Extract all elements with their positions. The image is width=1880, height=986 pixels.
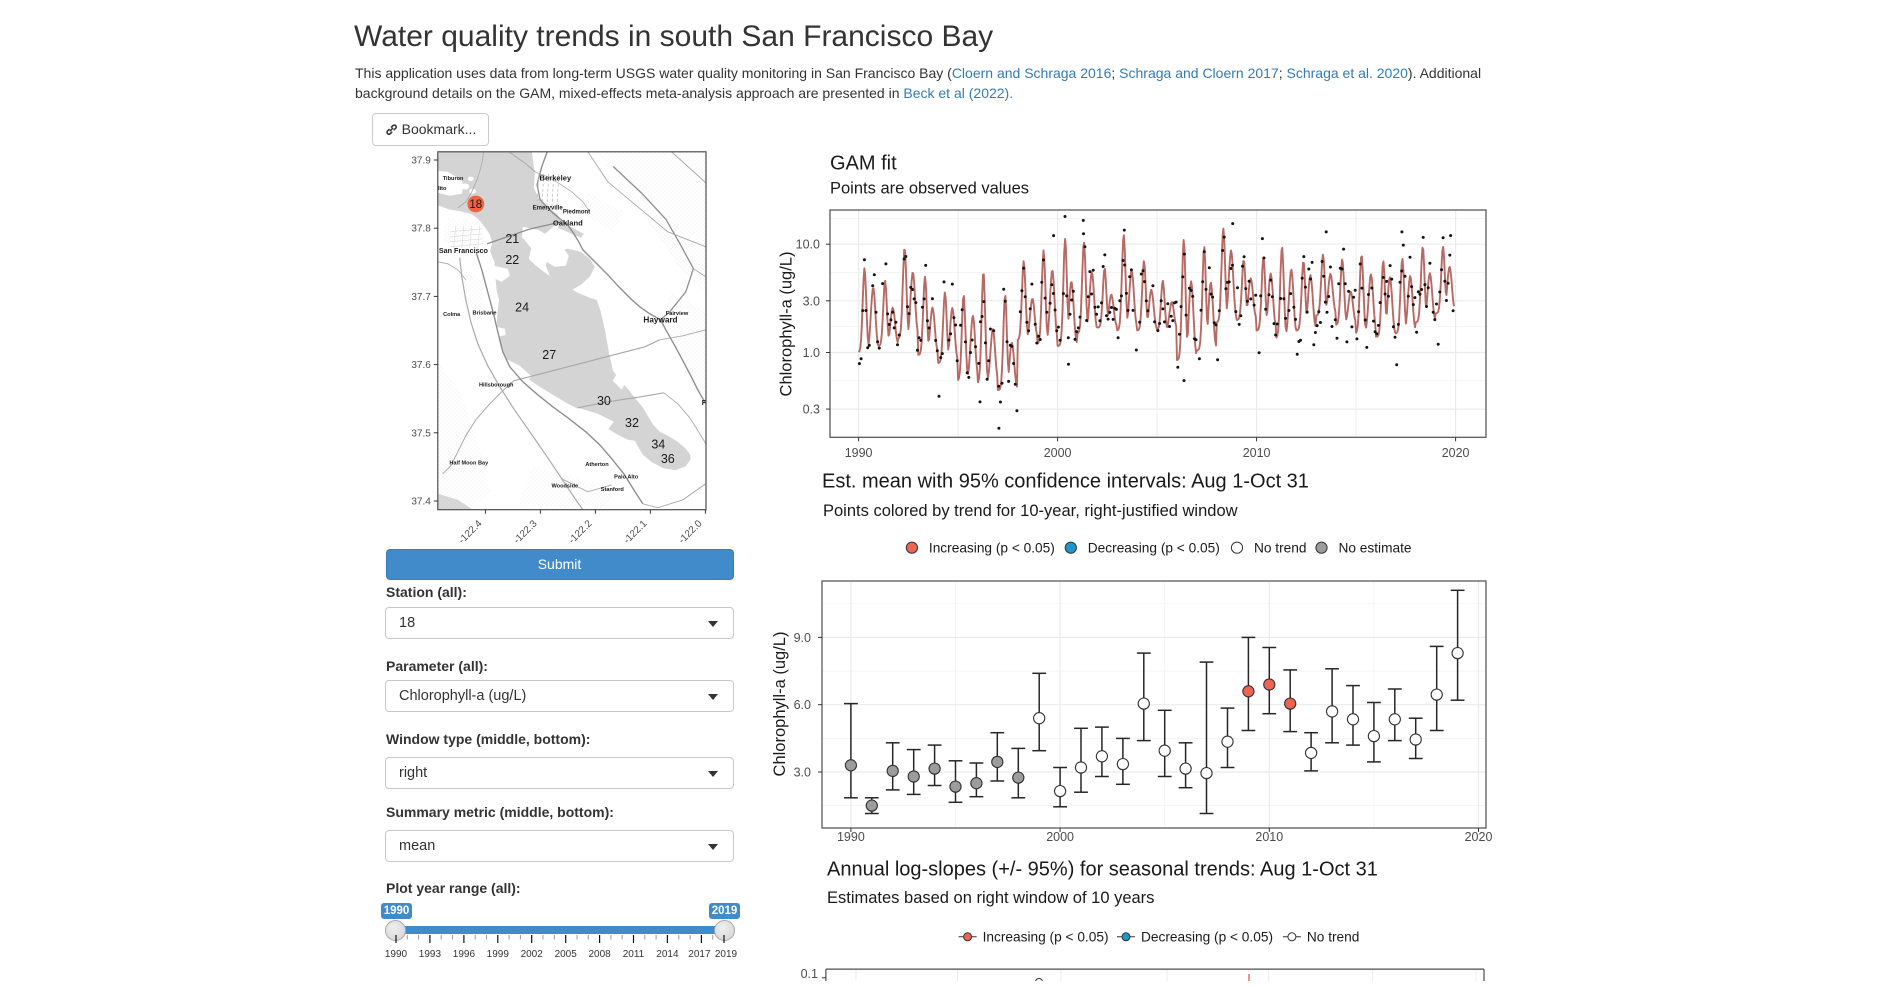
svg-text:No trend: No trend	[1254, 541, 1307, 556]
svg-text:3.0: 3.0	[803, 294, 820, 308]
svg-text:2010: 2010	[1255, 830, 1283, 844]
svg-text:Increasing (p < 0.05): Increasing (p < 0.05)	[929, 541, 1055, 556]
svg-text:-122.4: -122.4	[457, 518, 485, 544]
svg-text:18: 18	[469, 199, 482, 211]
svg-text:Estimates based on right windo: Estimates based on right window of 10 ye…	[827, 889, 1154, 907]
svg-text:Colma: Colma	[443, 312, 461, 318]
svg-text:2008: 2008	[588, 949, 611, 960]
svg-text:Piedmont: Piedmont	[563, 209, 590, 215]
svg-text:9.0: 9.0	[794, 631, 811, 645]
svg-text:Decreasing (p < 0.05): Decreasing (p < 0.05)	[1088, 541, 1220, 556]
svg-text:2000: 2000	[1044, 446, 1072, 460]
svg-text:Decreasing (p < 0.05): Decreasing (p < 0.05)	[1141, 930, 1273, 945]
svg-text:2019: 2019	[715, 949, 738, 960]
svg-text:24: 24	[515, 301, 529, 315]
svg-text:2020: 2020	[1465, 830, 1493, 844]
svg-text:Atherton: Atherton	[585, 462, 609, 468]
svg-text:2010: 2010	[1243, 446, 1271, 460]
svg-text:Stanford: Stanford	[601, 487, 625, 493]
svg-text:37.4: 37.4	[411, 497, 431, 508]
svg-text:1990: 1990	[845, 446, 873, 460]
svg-text:San Francisco: San Francisco	[439, 246, 489, 255]
svg-text:Est. mean with 95% confidence: Est. mean with 95% confidence intervals:…	[822, 471, 1309, 493]
svg-text:alito: alito	[435, 186, 447, 192]
svg-text:37.7: 37.7	[411, 292, 431, 303]
svg-text:No estimate: No estimate	[1339, 541, 1412, 556]
svg-text:Fairview: Fairview	[666, 311, 689, 317]
svg-text:3.0: 3.0	[794, 766, 811, 780]
svg-text:-122.1: -122.1	[622, 518, 650, 544]
svg-text:Brisbane: Brisbane	[473, 310, 497, 316]
svg-text:37.5: 37.5	[411, 428, 431, 439]
svg-text:Increasing (p < 0.05): Increasing (p < 0.05)	[983, 930, 1109, 945]
svg-text:22: 22	[505, 253, 519, 267]
svg-text:27: 27	[542, 348, 556, 362]
svg-text:GAM fit: GAM fit	[830, 153, 897, 175]
svg-text:0.1: 0.1	[801, 967, 818, 981]
svg-text:-122.3: -122.3	[512, 518, 540, 544]
svg-text:Half Moon Bay: Half Moon Bay	[449, 460, 489, 466]
svg-text:21: 21	[505, 232, 519, 246]
svg-text:2011: 2011	[623, 949, 645, 960]
svg-text:Woodside: Woodside	[551, 483, 578, 489]
svg-text:Tiburon: Tiburon	[443, 176, 464, 182]
svg-text:2020: 2020	[1442, 446, 1470, 460]
svg-text:2000: 2000	[1046, 830, 1074, 844]
svg-text:2014: 2014	[656, 949, 679, 960]
svg-text:Points colored by trend for 10: Points colored by trend for 10-year, rig…	[823, 502, 1238, 520]
svg-text:Oakland: Oakland	[553, 218, 583, 227]
svg-text:1.0: 1.0	[803, 346, 820, 360]
svg-text:2017: 2017	[688, 949, 711, 960]
svg-text:1993: 1993	[419, 949, 442, 960]
svg-text:Annual log-slopes (+/- 95%) fo: Annual log-slopes (+/- 95%) for seasonal…	[827, 859, 1378, 881]
svg-text:1990: 1990	[385, 949, 408, 960]
svg-text:1999: 1999	[487, 949, 510, 960]
svg-text:6.0: 6.0	[794, 698, 811, 712]
svg-text:32: 32	[625, 416, 639, 430]
svg-text:30: 30	[597, 394, 611, 408]
svg-text:Chlorophyll-a (ug/L): Chlorophyll-a (ug/L)	[778, 252, 796, 397]
svg-text:2002: 2002	[521, 949, 544, 960]
svg-text:Hayward: Hayward	[643, 315, 677, 324]
svg-text:1996: 1996	[453, 949, 476, 960]
svg-text:0.3: 0.3	[803, 403, 820, 417]
svg-text:1990: 1990	[837, 830, 865, 844]
svg-text:-122.0: -122.0	[677, 518, 705, 544]
svg-text:Berkeley: Berkeley	[540, 173, 572, 182]
svg-text:Fre: Fre	[702, 398, 713, 407]
svg-text:Emeryville: Emeryville	[533, 205, 564, 211]
svg-text:37.8: 37.8	[411, 224, 431, 235]
svg-text:37.9: 37.9	[411, 156, 431, 167]
svg-text:37.6: 37.6	[411, 360, 431, 371]
svg-text:No trend: No trend	[1307, 930, 1360, 945]
svg-text:Palo Alto: Palo Alto	[614, 474, 639, 480]
svg-text:Points are observed values: Points are observed values	[830, 180, 1029, 198]
svg-text:10.0: 10.0	[796, 238, 820, 252]
svg-text:2005: 2005	[555, 949, 578, 960]
svg-text:Chlorophyll-a (ug/L): Chlorophyll-a (ug/L)	[771, 632, 789, 777]
svg-text:36: 36	[661, 452, 675, 466]
svg-text:-122.2: -122.2	[567, 518, 595, 544]
svg-text:Hillsborough: Hillsborough	[479, 382, 514, 388]
svg-text:34: 34	[651, 438, 665, 452]
